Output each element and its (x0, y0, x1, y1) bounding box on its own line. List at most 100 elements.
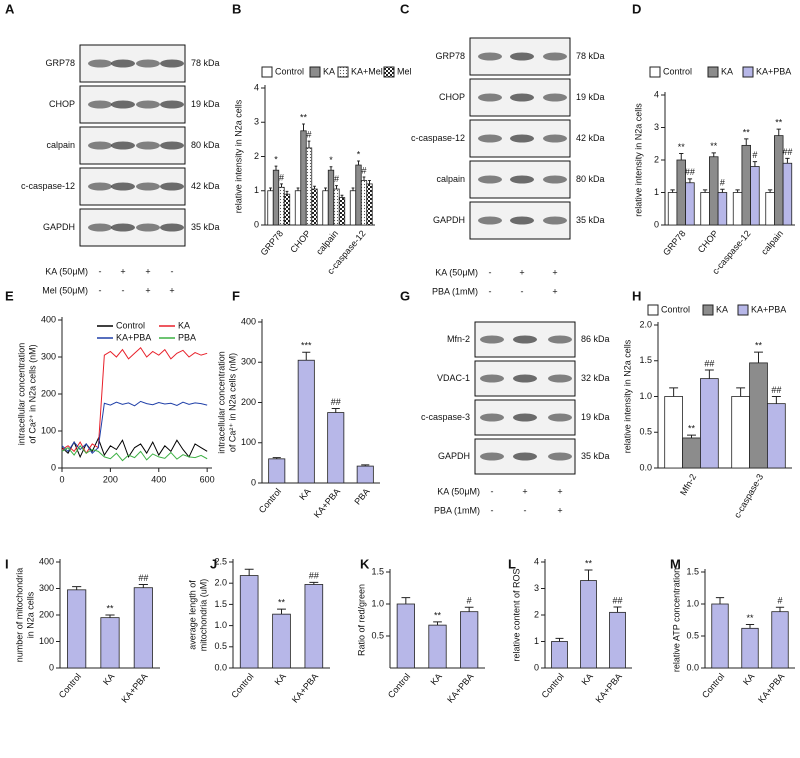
y-tick-label: 1 (534, 636, 539, 646)
protein-label: calpain (436, 174, 465, 184)
protein-label: GAPDH (438, 451, 470, 461)
bar (782, 162, 793, 226)
y-tick-label: 200 (39, 609, 54, 619)
x-tick-label: 200 (103, 474, 118, 484)
bar (749, 362, 768, 469)
y-tick-label: 0 (251, 477, 256, 487)
panel-letter: H (632, 288, 641, 303)
blot-band (513, 374, 537, 383)
y-tick-label: 0 (254, 219, 259, 229)
bar (272, 613, 291, 669)
x-tick-label: Control (700, 671, 726, 700)
significance-mark: # (279, 172, 284, 182)
protein-label: calpain (46, 140, 75, 150)
panel-letter: J (210, 556, 217, 571)
error-bar (720, 188, 725, 193)
y-tick-label: 300 (39, 583, 54, 593)
significance-mark: # (361, 165, 366, 175)
y-axis-label: relative ATP concentration (671, 568, 681, 672)
panel-letter: G (400, 288, 410, 303)
bar (327, 169, 335, 226)
treatment-label: KA (50μM) (45, 266, 88, 276)
bar (460, 611, 479, 669)
y-tick-label: 0.0 (639, 462, 652, 472)
treatment-sign: - (524, 505, 527, 515)
legend-label: KA (323, 66, 335, 76)
y-tick-label: 0.5 (371, 630, 384, 640)
y-tick-label: 2 (534, 609, 539, 619)
bar (272, 169, 280, 226)
kda-label: 32 kDa (581, 373, 610, 383)
kda-label: 35 kDa (191, 222, 220, 232)
significance-mark: ** (710, 141, 718, 151)
bar (311, 188, 318, 226)
y-tick-label: 100 (39, 636, 54, 646)
kda-label: 35 kDa (576, 215, 605, 225)
blot-band (160, 182, 184, 191)
blot-band (136, 141, 160, 150)
y-axis-label: relative content of ROS (511, 568, 521, 661)
treatment-label: KA (50μM) (435, 267, 478, 277)
y-tick-label: 0 (534, 662, 539, 672)
kda-label: 19 kDa (581, 412, 610, 422)
x-tick-label: Control (540, 671, 566, 700)
protein-label: c-caspase-3 (421, 412, 470, 422)
line (61, 444, 208, 462)
line (61, 437, 208, 459)
blot-band (543, 216, 567, 225)
y-tick-label: 1.0 (639, 391, 652, 401)
x-tick-label: KA (272, 671, 287, 687)
legend-label: KA+PBA (751, 304, 786, 314)
y-tick-label: 0.0 (214, 662, 227, 672)
protein-label: VDAC-1 (437, 373, 470, 383)
bar (239, 575, 259, 669)
y-tick-label: 0 (654, 219, 659, 229)
x-tick-label: c-caspase-3 (732, 472, 765, 519)
bar (685, 182, 695, 226)
blot-band (88, 182, 112, 191)
y-tick-label: 200 (241, 397, 256, 407)
blot-band (160, 59, 184, 68)
blot-band (478, 175, 502, 184)
blot-band (136, 100, 160, 109)
panel-letter: C (400, 1, 410, 16)
treatment-sign: + (519, 267, 524, 277)
error-bar (269, 187, 272, 191)
bar (67, 589, 87, 669)
significance-mark: ## (331, 397, 341, 407)
error-bar (670, 189, 675, 193)
y-tick-label: 0 (49, 662, 54, 672)
bar (349, 190, 357, 226)
treatment-sign: - (99, 285, 102, 295)
x-tick-label: GRP78 (661, 228, 688, 257)
blot-band (160, 141, 184, 150)
error-bar (335, 185, 338, 190)
error-bar (302, 351, 311, 361)
legend-label: KA+PBA (756, 66, 791, 76)
x-tick-label: KA+PBA (445, 671, 475, 704)
legend-label: KA (178, 320, 190, 330)
significance-mark: * (329, 155, 333, 165)
bar (664, 396, 683, 469)
significance-mark: ** (434, 610, 442, 620)
error-bar (687, 178, 693, 183)
bar (305, 147, 313, 226)
error-bar (285, 190, 289, 195)
bar (333, 188, 340, 226)
y-tick-label: 300 (241, 357, 256, 367)
y-tick-label: 300 (41, 351, 56, 361)
error-bar (785, 157, 790, 164)
blot-band (88, 100, 112, 109)
bar (428, 624, 447, 669)
blot-band (513, 413, 537, 422)
significance-mark: * (274, 154, 278, 164)
treatment-sign: - (491, 486, 494, 496)
y-axis-label: mitochondria (uM) (198, 579, 208, 652)
treatment-sign: - (122, 285, 125, 295)
blot-band (136, 59, 160, 68)
x-tick-label: CHOP (288, 228, 312, 254)
blot-band (88, 223, 112, 232)
error-bar (735, 189, 740, 193)
y-axis-label: number of mitochondria (14, 568, 24, 663)
error-bar (138, 584, 148, 588)
